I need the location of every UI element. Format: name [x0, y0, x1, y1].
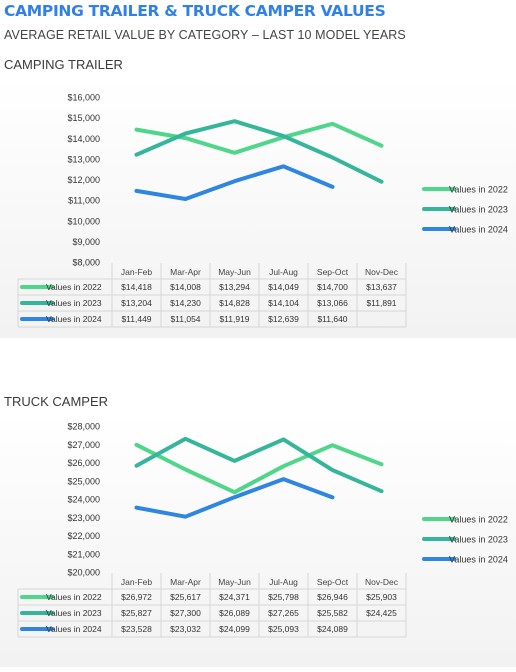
x-category-label: Sep-Oct [317, 267, 349, 277]
table-data-label: $25,093 [268, 624, 299, 634]
x-category-label: May-Jun [218, 577, 251, 587]
x-category-label: May-Jun [218, 267, 251, 277]
y-tick-label: $15,000 [67, 113, 100, 123]
y-tick-label: $11,000 [68, 196, 100, 206]
y-tick-label: $9,000 [72, 237, 100, 247]
table-data-label: $26,946 [317, 592, 348, 602]
table-data-label: $23,032 [170, 624, 201, 634]
legend-label: Values in 2022 [449, 515, 508, 525]
camping-trailer-chart: $8,000 $9,000 $10,000 $11,000 $12,000 $13,000… [17, 93, 508, 328]
y-tick-label: $26,000 [67, 458, 100, 468]
y-tick-label: $22,000 [67, 531, 100, 541]
y-tick-label: $21,000 [67, 549, 100, 559]
x-category-label: Nov-Dec [365, 577, 399, 587]
table-data-label: $13,066 [317, 298, 348, 308]
x-category-label: Jan-Feb [121, 577, 152, 587]
x-category-label: Jan-Feb [121, 267, 152, 277]
table-data-label: $14,104 [268, 298, 299, 308]
x-category-label: Sep-Oct [317, 577, 349, 587]
series-line [134, 436, 384, 494]
table-data-label: $26,089 [219, 608, 250, 618]
table-data-label: $14,700 [317, 282, 348, 292]
table-data-label: $25,582 [317, 608, 348, 618]
legend-label: Values in 2024 [449, 555, 508, 565]
table-data-label: $14,418 [121, 282, 152, 292]
page-subtitle: AVERAGE RETAIL VALUE BY CATEGORY – LAST … [4, 28, 406, 42]
table-data-label: $26,972 [121, 592, 152, 602]
table-data-label: $14,008 [170, 282, 201, 292]
truck-camper-chart-panel: $20,000 $21,000 $22,000 $23,000 $24,000 $25,0… [0, 412, 516, 667]
y-tick-label: $20,000 [67, 568, 100, 578]
table-series-label: Values in 2022 [46, 592, 102, 602]
x-category-label: Jul-Aug [269, 267, 298, 277]
table-data-label: $25,798 [268, 592, 299, 602]
series-line [134, 442, 384, 495]
table-data-label: $13,204 [121, 298, 152, 308]
y-tick-label: $28,000 [67, 422, 100, 432]
camping-trailer-section-title: CAMPING TRAILER [4, 57, 123, 72]
y-tick-label: $10,000 [67, 216, 100, 226]
table-data-label: $25,827 [121, 608, 152, 618]
table-series-label: Values in 2024 [46, 314, 102, 324]
table-data-label: $24,089 [317, 624, 348, 634]
table-data-label: $11,640 [317, 314, 347, 324]
table-data-label: $27,265 [268, 608, 299, 618]
table-data-label: $12,639 [268, 314, 299, 324]
table-data-label: $11,891 [366, 298, 396, 308]
page-title: CAMPING TRAILER & TRUCK CAMPER VALUES [4, 2, 386, 20]
series-line [134, 119, 384, 184]
x-category-label: Jul-Aug [269, 577, 298, 587]
table-data-label: $25,617 [170, 592, 201, 602]
y-tick-label: $27,000 [67, 440, 100, 450]
table-data-label: $25,903 [366, 592, 397, 602]
y-tick-label: $13,000 [67, 154, 100, 164]
y-tick-label: $23,000 [67, 513, 100, 523]
y-tick-label: $25,000 [67, 476, 100, 486]
table-data-label: $13,637 [366, 282, 397, 292]
legend-label: Values in 2023 [449, 535, 508, 545]
y-tick-label: $16,000 [67, 93, 100, 103]
table-series-label: Values in 2022 [46, 282, 102, 292]
legend-label: Values in 2024 [449, 225, 508, 235]
x-category-label: Mar-Apr [170, 267, 201, 277]
table-data-label: $24,371 [219, 592, 250, 602]
table-series-label: Values in 2023 [46, 608, 102, 618]
table-data-label: $23,528 [121, 624, 152, 634]
table-data-label: $27,300 [170, 608, 201, 618]
x-category-label: Mar-Apr [170, 577, 201, 587]
y-tick-label: $24,000 [67, 495, 100, 505]
table-data-label: $14,049 [268, 282, 299, 292]
table-data-label: $13,294 [219, 282, 250, 292]
table-data-label: $11,919 [219, 314, 249, 324]
table-data-label: $11,449 [121, 314, 151, 324]
table-data-label: $24,099 [219, 624, 250, 634]
legend-label: Values in 2022 [449, 185, 508, 195]
truck-camper-chart: $20,000 $21,000 $22,000 $23,000 $24,000 $25,0… [17, 422, 508, 638]
table-data-label: $14,828 [219, 298, 250, 308]
table-data-label: $14,230 [170, 298, 201, 308]
y-tick-label: $8,000 [72, 258, 100, 268]
table-series-label: Values in 2024 [46, 624, 102, 634]
y-tick-label: $12,000 [67, 175, 100, 185]
camping-trailer-chart-panel: $8,000 $9,000 $10,000 $11,000 $12,000 $13,000… [0, 78, 516, 338]
y-tick-label: $14,000 [67, 134, 100, 144]
legend-label: Values in 2023 [449, 205, 508, 215]
table-data-label: $24,425 [366, 608, 397, 618]
table-series-label: Values in 2023 [46, 298, 102, 308]
x-category-label: Nov-Dec [365, 267, 399, 277]
table-data-label: $11,054 [170, 314, 200, 324]
truck-camper-section-title: TRUCK CAMPER [4, 394, 109, 409]
series-line [134, 477, 335, 519]
series-line [134, 164, 335, 201]
